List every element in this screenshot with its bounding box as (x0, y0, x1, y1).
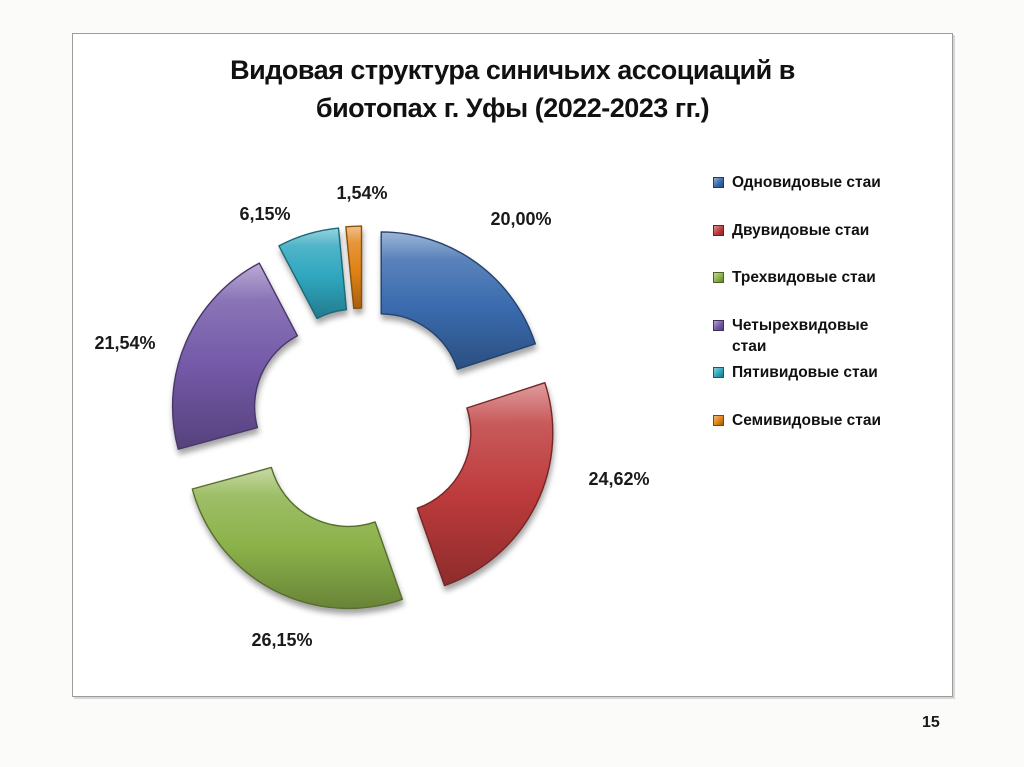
legend-item-6: Семивидовые стаи (713, 410, 909, 458)
data-label-6: 1,54% (336, 183, 387, 203)
pie-slice-6 (345, 225, 363, 310)
chart-title-line2: биотопах г. Уфы (2022-2023 гг.) (315, 93, 710, 123)
legend-marker-icon (713, 367, 724, 379)
legend-marker-icon (713, 177, 724, 188)
legend-marker-icon (713, 414, 724, 426)
legend-item-label: Одновидовые стаи (732, 174, 881, 191)
page-number: 15 (922, 714, 940, 731)
legend-item-label: Пятивидовые стаи (732, 364, 878, 382)
pie-slice-3 (191, 466, 404, 610)
legend-item-label: Семивидовые стаи (732, 411, 882, 429)
pie-slice-5 (278, 227, 348, 320)
legend-item-label: Двувидовые стаи (732, 221, 870, 239)
doughnut-chart: 20,00% 24,62% 26,15% 21,54% 6,15% 1,54% (94, 183, 649, 650)
data-label-3: 26,15% (251, 630, 312, 650)
pie-slice-4 (171, 262, 299, 450)
legend-item-label: Четырехвидовые стаи (732, 316, 869, 355)
chart-title-line1: Видовая структура синичьих ассоциаций в (230, 55, 795, 85)
pie-slice-1 (380, 231, 536, 370)
legend-item-3: Трехвидовые стаи (713, 267, 909, 315)
data-label-2: 24,62% (588, 469, 649, 489)
chart-title: Видовая структура синичьих ассоциаций в … (73, 51, 952, 127)
legend-marker-icon (713, 319, 724, 331)
chart-legend: Одновидовые стаи Двувидовые стаи Трехвидов… (713, 172, 909, 458)
data-label-5: 6,15% (239, 204, 290, 224)
legend-item-5: Пятивидовые стаи (713, 362, 909, 410)
data-label-4: 21,54% (94, 333, 155, 353)
pie-slice-2 (416, 381, 554, 587)
legend-item-label: Трехвидовые стаи (732, 269, 876, 287)
legend-item-4: Четырехвидовые стаи (713, 315, 909, 363)
legend-marker-icon (713, 272, 724, 284)
chart-area: Видовая структура синичьих ассоциаций в … (72, 33, 953, 697)
legend-item-1: Одновидовые стаи (713, 172, 909, 220)
legend-marker-icon (713, 224, 724, 236)
legend-item-2: Двувидовые стаи (713, 220, 909, 268)
data-label-1: 20,00% (490, 209, 551, 229)
